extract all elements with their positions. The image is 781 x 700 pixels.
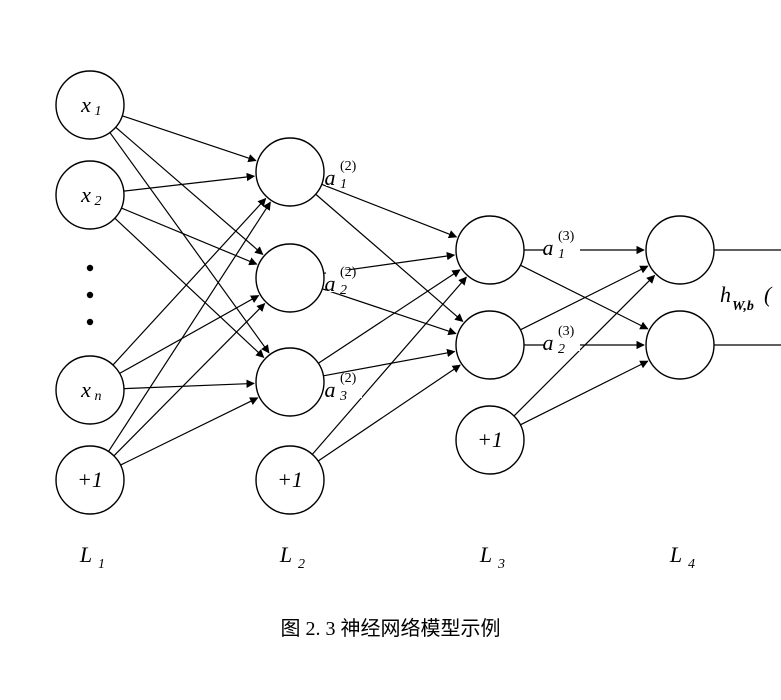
svg-text:L: L — [479, 542, 492, 567]
neural-network-diagram: x1x2xn+1+1+1 a1(2)a2(2)a3(2)a1(3)a2(3)L1… — [0, 0, 781, 700]
svg-text:x: x — [80, 92, 91, 117]
svg-text:L: L — [669, 542, 682, 567]
edges — [109, 116, 781, 465]
node-a23 — [256, 348, 324, 416]
svg-text:h: h — [720, 282, 731, 307]
svg-text:1: 1 — [340, 177, 347, 192]
node-a22 — [256, 244, 324, 312]
node-o1 — [646, 216, 714, 284]
svg-text:1: 1 — [98, 557, 105, 572]
svg-text:+1: +1 — [477, 427, 503, 452]
svg-text:x: x — [80, 182, 91, 207]
svg-text:(3): (3) — [558, 324, 575, 339]
svg-text:2: 2 — [95, 194, 102, 209]
svg-text:1: 1 — [558, 247, 565, 262]
svg-text:2: 2 — [558, 342, 565, 357]
svg-text:+1: +1 — [277, 467, 303, 492]
svg-text:a: a — [543, 330, 554, 355]
svg-text:(2): (2) — [340, 371, 357, 386]
svg-text:2: 2 — [340, 283, 347, 298]
svg-text:2: 2 — [298, 557, 305, 572]
svg-text:L: L — [79, 542, 92, 567]
node-o2 — [646, 311, 714, 379]
svg-text:a: a — [325, 165, 336, 190]
svg-text:L: L — [279, 542, 292, 567]
svg-text:a: a — [325, 377, 336, 402]
svg-text:(2): (2) — [340, 265, 357, 280]
figure-caption: 图 2. 3 神经网络模型示例 — [0, 612, 781, 641]
svg-text:a: a — [543, 235, 554, 260]
svg-text:3: 3 — [339, 389, 347, 404]
svg-text:+1: +1 — [77, 467, 103, 492]
nodes: x1x2xn+1+1+1 — [56, 71, 714, 514]
node-a32 — [456, 311, 524, 379]
svg-text:4: 4 — [688, 557, 695, 572]
svg-text:x: x — [80, 377, 91, 402]
node-a21 — [256, 138, 324, 206]
node-a31 — [456, 216, 524, 284]
svg-text:(3): (3) — [558, 229, 575, 244]
svg-text:1: 1 — [95, 104, 102, 119]
svg-text:W,b: W,b — [732, 299, 754, 314]
svg-text:(2): (2) — [340, 159, 357, 174]
svg-text:n: n — [95, 389, 102, 404]
svg-text:3: 3 — [497, 557, 505, 572]
svg-text:a: a — [325, 271, 336, 296]
